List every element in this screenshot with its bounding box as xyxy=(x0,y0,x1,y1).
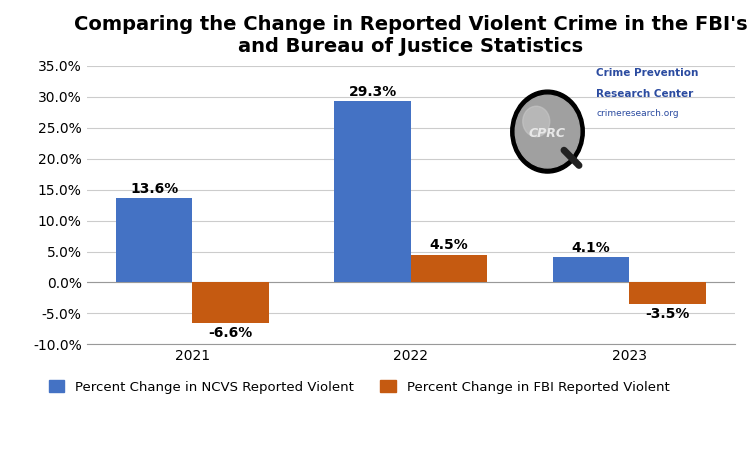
Bar xyxy=(411,255,488,282)
Circle shape xyxy=(511,90,584,173)
Title: Comparing the Change in Reported Violent Crime in the FBI's
and Bureau of Justic: Comparing the Change in Reported Violent… xyxy=(74,15,748,56)
Legend: Percent Change in NCVS Reported Violent, Percent Change in FBI Reported Violent: Percent Change in NCVS Reported Violent,… xyxy=(44,375,674,399)
Text: -6.6%: -6.6% xyxy=(209,326,253,340)
Text: Research Center: Research Center xyxy=(596,89,694,99)
Text: -3.5%: -3.5% xyxy=(645,306,689,321)
Text: 29.3%: 29.3% xyxy=(349,85,397,99)
Bar xyxy=(629,282,706,304)
Text: CPRC: CPRC xyxy=(529,127,566,140)
Circle shape xyxy=(515,95,580,168)
Text: 4.1%: 4.1% xyxy=(572,241,610,255)
Text: 13.6%: 13.6% xyxy=(130,182,178,196)
Bar xyxy=(553,257,629,282)
Text: Crime Prevention: Crime Prevention xyxy=(596,68,699,78)
Text: crimeresearch.org: crimeresearch.org xyxy=(596,109,679,118)
Bar xyxy=(193,282,268,323)
Bar xyxy=(116,198,193,282)
Text: 4.5%: 4.5% xyxy=(430,238,468,252)
Bar xyxy=(334,101,411,282)
Circle shape xyxy=(523,106,550,137)
